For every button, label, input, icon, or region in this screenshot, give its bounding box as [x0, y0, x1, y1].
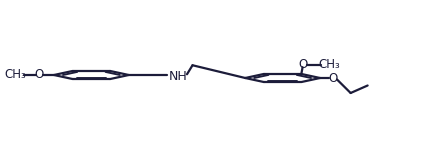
Text: CH₃: CH₃: [5, 69, 27, 81]
Text: O: O: [34, 69, 44, 81]
Text: O: O: [328, 72, 337, 84]
Text: O: O: [299, 58, 308, 71]
Text: CH₃: CH₃: [318, 58, 340, 71]
Text: NH: NH: [169, 70, 187, 83]
